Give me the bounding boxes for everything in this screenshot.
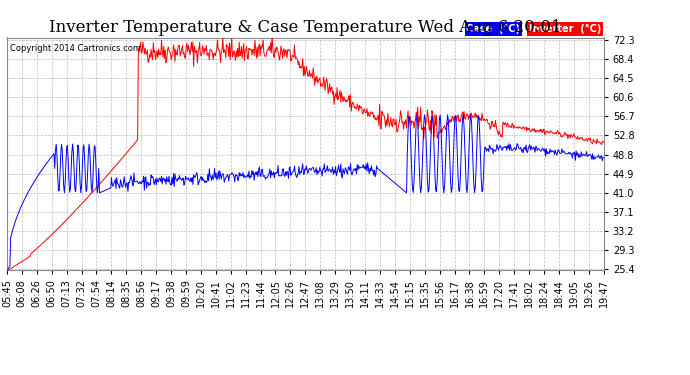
Title: Inverter Temperature & Case Temperature Wed Aug 6 20:01: Inverter Temperature & Case Temperature … bbox=[49, 19, 562, 36]
Text: Case  (°C): Case (°C) bbox=[466, 24, 520, 34]
Text: Inverter  (°C): Inverter (°C) bbox=[529, 24, 602, 34]
Text: Copyright 2014 Cartronics.com: Copyright 2014 Cartronics.com bbox=[10, 45, 141, 54]
